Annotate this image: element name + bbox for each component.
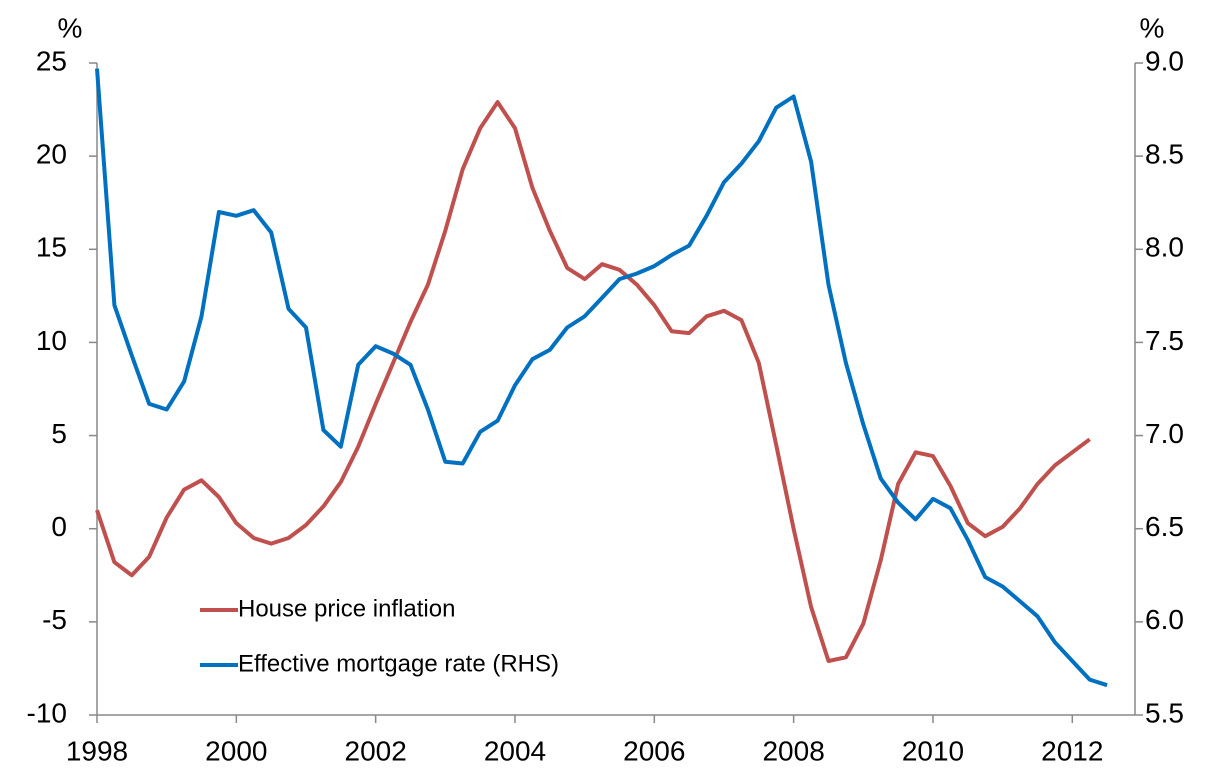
y2-axis-label: % bbox=[1140, 12, 1165, 43]
x-tick-label: 1998 bbox=[66, 735, 128, 766]
y-tick-label: 10 bbox=[36, 325, 67, 356]
y2-tick-label: 6.0 bbox=[1145, 604, 1184, 635]
y-tick-label: 25 bbox=[36, 45, 67, 76]
y2-tick-label: 7.5 bbox=[1145, 325, 1184, 356]
x-tick-label: 2006 bbox=[623, 735, 685, 766]
y2-tick-label: 7.0 bbox=[1145, 418, 1184, 449]
y2-tick-label: 5.5 bbox=[1145, 697, 1184, 728]
x-tick-label: 2008 bbox=[762, 735, 824, 766]
y2-tick-label: 6.5 bbox=[1145, 511, 1184, 542]
line-series bbox=[95, 100, 1091, 663]
y2-tick-label: 8.5 bbox=[1145, 139, 1184, 170]
x-tick-label: 2010 bbox=[902, 735, 964, 766]
y2-tick-label: 8.0 bbox=[1145, 232, 1184, 263]
legend-label: Effective mortgage rate (RHS) bbox=[238, 650, 559, 677]
y-tick-label: -10 bbox=[27, 697, 67, 728]
y-tick-label: -5 bbox=[42, 604, 67, 635]
y2-tick-label: 9.0 bbox=[1145, 45, 1184, 76]
y-tick-label: 5 bbox=[51, 418, 67, 449]
y-tick-label: 15 bbox=[36, 232, 67, 263]
x-tick-label: 2004 bbox=[484, 735, 546, 766]
line-series bbox=[95, 68, 1108, 688]
y-tick-label: 20 bbox=[36, 139, 67, 170]
y-tick-label: 0 bbox=[51, 511, 67, 542]
x-tick-label: 2002 bbox=[345, 735, 407, 766]
legend: House price inflation Effective mortgage … bbox=[200, 595, 559, 677]
legend-label: House price inflation bbox=[238, 595, 455, 622]
y-axis-label: % bbox=[58, 12, 83, 43]
x-tick-label: 2000 bbox=[205, 735, 267, 766]
x-tick-label: 2012 bbox=[1041, 735, 1103, 766]
